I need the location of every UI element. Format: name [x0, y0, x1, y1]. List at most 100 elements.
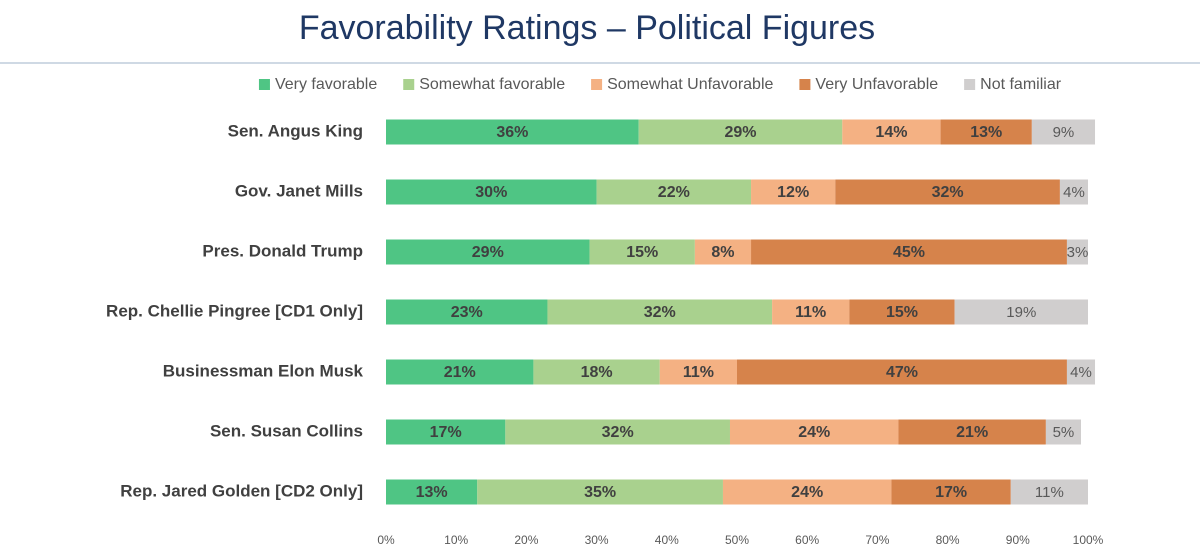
data-label: 21%: [956, 424, 988, 441]
x-tick-label: 10%: [444, 533, 468, 547]
bar-segment: [1066, 359, 1096, 385]
bar-segment: [659, 359, 737, 385]
data-label: 45%: [893, 244, 925, 261]
data-label: 18%: [581, 364, 613, 381]
bar-segment: [722, 479, 892, 505]
data-label: 22%: [658, 184, 690, 201]
data-label: 13%: [416, 484, 448, 501]
data-label: 5%: [1053, 424, 1075, 441]
data-label: 30%: [475, 184, 507, 201]
data-label: 36%: [496, 124, 528, 141]
category-label: Rep. Chellie Pingree [CD1 Only]: [106, 301, 363, 320]
bar-segment: [835, 179, 1060, 205]
data-label: 15%: [886, 304, 918, 321]
legend-swatch: [591, 79, 603, 90]
data-label: 32%: [932, 184, 964, 201]
bar-segment: [772, 299, 850, 325]
x-tick-label: 40%: [655, 533, 679, 547]
bar-segment: [849, 299, 955, 325]
legend-label: Somewhat favorable: [419, 76, 565, 93]
data-label: 19%: [1006, 304, 1036, 321]
bar-segment: [898, 419, 1046, 445]
legend-label: Very favorable: [275, 76, 377, 93]
bar-segment: [638, 119, 843, 145]
data-label: 11%: [795, 304, 826, 321]
data-label: 3%: [1067, 244, 1089, 261]
bar-segment: [1045, 419, 1081, 445]
data-label: 35%: [584, 484, 616, 501]
bar-segment: [547, 299, 773, 325]
x-tick-label: 70%: [865, 533, 889, 547]
legend-swatch: [799, 79, 811, 90]
bar-segment: [386, 479, 478, 505]
data-label: 15%: [626, 244, 658, 261]
legend-label: Somewhat Unfavorable: [607, 76, 773, 93]
data-label: 11%: [1035, 484, 1064, 501]
bar-segment: [386, 179, 597, 205]
data-label: 14%: [875, 124, 907, 141]
bar-segment: [954, 299, 1088, 325]
data-label: 8%: [711, 244, 734, 261]
bar-segment: [1031, 119, 1096, 145]
bar-segment: [386, 419, 506, 445]
legend: Very favorable Somewhat favorable Somewhat…: [258, 76, 1062, 93]
x-tick-label: 30%: [585, 533, 609, 547]
x-tick-label: 80%: [936, 533, 960, 547]
bar-segment: [477, 479, 723, 505]
category-label: Sen. Angus King: [228, 121, 363, 140]
data-label: 24%: [791, 484, 823, 501]
data-label: 12%: [777, 184, 809, 201]
legend-swatch: [964, 79, 976, 90]
bar-segment: [751, 179, 836, 205]
bar-segment: [386, 299, 548, 325]
bar-segment: [940, 119, 1032, 145]
bar-segment: [694, 239, 752, 265]
data-label: 17%: [935, 484, 967, 501]
data-label: 4%: [1063, 184, 1085, 201]
bar-segment: [891, 479, 1011, 505]
x-tick-label: 60%: [795, 533, 819, 547]
bar-segment: [737, 359, 1067, 385]
x-tick-label: 100%: [1073, 533, 1104, 547]
category-label: Businessman Elon Musk: [163, 361, 364, 380]
legend-label: Very Unfavorable: [815, 76, 938, 93]
bar-segment: [505, 419, 730, 445]
bar-segment: [1010, 479, 1088, 505]
data-label: 23%: [451, 304, 483, 321]
category-label: Gov. Janet Mills: [235, 181, 363, 200]
data-label: 17%: [430, 424, 462, 441]
data-label: 32%: [644, 304, 676, 321]
data-label: 13%: [970, 124, 1002, 141]
x-tick-label: 90%: [1006, 533, 1030, 547]
bar-segment: [1066, 239, 1088, 265]
bar-segment: [729, 419, 899, 445]
bar-segment: [751, 239, 1067, 265]
bar-segment: [533, 359, 660, 385]
bar-segment: [842, 119, 941, 145]
x-tick-label: 0%: [377, 533, 395, 547]
x-tick-label: 50%: [725, 533, 749, 547]
data-label: 9%: [1053, 124, 1075, 141]
bar-segment: [386, 359, 534, 385]
chart-title: Favorability Ratings – Political Figures: [299, 9, 875, 47]
bar-segment: [589, 239, 695, 265]
data-label: 4%: [1070, 364, 1092, 381]
legend-swatch: [258, 79, 270, 90]
data-label: 21%: [444, 364, 476, 381]
data-label: 29%: [724, 124, 756, 141]
bar-segment: [596, 179, 752, 205]
legend-label: Not familiar: [980, 76, 1062, 93]
category-label: Sen. Susan Collins: [210, 421, 363, 440]
data-label: 24%: [798, 424, 830, 441]
bar-segment: [1059, 179, 1088, 205]
data-label: 29%: [472, 244, 504, 261]
legend-swatch: [403, 79, 415, 90]
data-label: 11%: [683, 364, 714, 381]
x-tick-label: 20%: [514, 533, 538, 547]
bar-segment: [386, 239, 590, 265]
category-label: Rep. Jared Golden [CD2 Only]: [120, 481, 363, 500]
data-label: 47%: [886, 364, 918, 381]
data-label: 32%: [602, 424, 634, 441]
bar-segment: [386, 119, 639, 145]
